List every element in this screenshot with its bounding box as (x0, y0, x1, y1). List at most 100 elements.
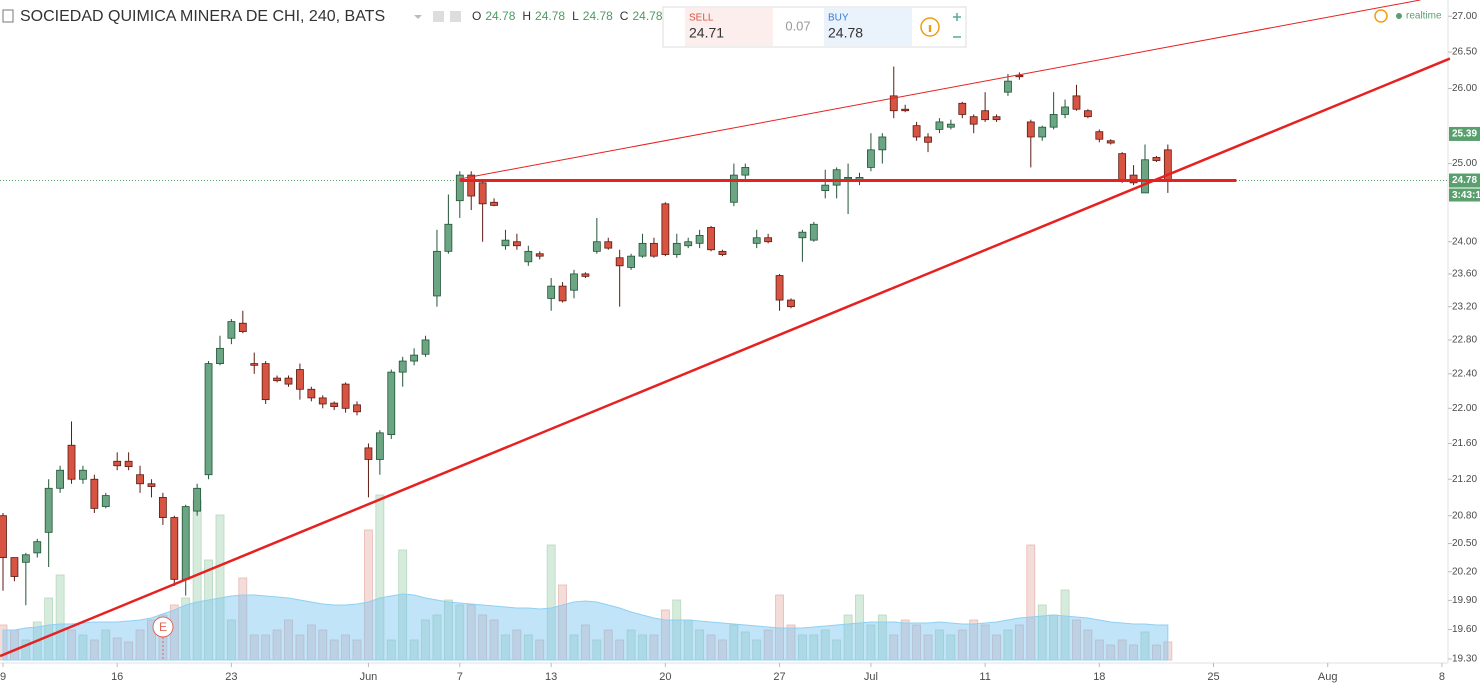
candle-body (741, 167, 750, 176)
candle-body (1106, 140, 1115, 144)
candle-body (775, 275, 784, 301)
candle-body (433, 250, 441, 297)
price-label-box (1449, 173, 1480, 188)
plus-minus[interactable] (953, 13, 961, 38)
buy-price: 24.78 (828, 25, 863, 41)
price-label: 24.78 (1452, 175, 1477, 186)
menu-icon[interactable] (2, 9, 14, 23)
candle-body (1095, 131, 1104, 140)
trend-line (459, 0, 1421, 180)
candle-body (33, 541, 42, 554)
candle-body (124, 460, 133, 468)
candle-body (650, 242, 658, 257)
y-tick-label: 22.00 (1452, 403, 1477, 414)
status-icon (1374, 9, 1388, 23)
candle-body (296, 369, 304, 390)
candle-body (284, 377, 293, 385)
x-tick-label: Jul (864, 671, 878, 683)
y-tick-label: 23.60 (1452, 269, 1477, 280)
candle-body (1061, 106, 1069, 115)
y-tick-label: 19.30 (1452, 654, 1477, 665)
ohlc-key: L (572, 9, 579, 23)
candle-body (535, 253, 544, 257)
candle-body (158, 496, 167, 518)
candle-body (181, 506, 190, 580)
candle-body (570, 273, 578, 291)
y-tick-label: 20.50 (1452, 538, 1477, 549)
y-tick-label: 21.20 (1452, 474, 1477, 485)
candle-body (1004, 80, 1012, 93)
candle-body (227, 321, 236, 339)
x-tick-label: 13 (545, 671, 557, 683)
candle-body (981, 110, 990, 121)
y-tick-label: 22.40 (1452, 368, 1477, 379)
candle-body (1084, 110, 1092, 118)
candle-body (67, 444, 76, 480)
candle-body (1072, 95, 1081, 110)
candle-body (844, 177, 852, 180)
candle-body (501, 239, 510, 247)
x-tick-label: 9 (0, 671, 6, 683)
candle-body (136, 474, 144, 485)
spread: 0.07 (785, 18, 810, 33)
buy-button[interactable] (824, 8, 912, 46)
candle-body (398, 360, 407, 373)
candle-body (10, 557, 19, 577)
candle-body (204, 363, 213, 476)
candle-body (421, 339, 430, 355)
candle-body (867, 149, 875, 168)
ohlc-value: 24.78 (632, 9, 662, 23)
candle-body (924, 136, 932, 143)
y-tick-label: 26.50 (1452, 47, 1477, 58)
candle-body (821, 184, 830, 191)
x-tick-label: 25 (1207, 671, 1219, 683)
candle-body (798, 231, 807, 239)
candle-body (935, 121, 944, 130)
ohlc-value: 24.78 (583, 9, 613, 23)
volume-ma-area (2, 593, 1169, 661)
candle-body (56, 469, 64, 489)
icon[interactable] (450, 11, 461, 22)
info-icon[interactable] (920, 17, 940, 37)
candle-body (490, 201, 498, 206)
candle-body (170, 517, 179, 580)
candle-body (375, 432, 384, 460)
candle-body (1129, 174, 1138, 184)
price-label: 25.39 (1452, 129, 1477, 140)
candle-body (752, 237, 761, 244)
buy-label: BUY (828, 13, 849, 24)
sell-button[interactable] (685, 8, 773, 46)
countdown-box (1449, 188, 1480, 202)
info-glyph (928, 25, 932, 32)
candle-body (547, 285, 556, 299)
candle-body (695, 234, 704, 244)
candle-body (707, 227, 715, 251)
candle-body (147, 483, 156, 487)
icon[interactable] (433, 11, 444, 22)
symbol-title: SOCIEDAD QUIMICA MINERA DE CHI, 240, BAT… (20, 8, 385, 25)
candle-body (718, 250, 727, 255)
candle-body (764, 237, 773, 243)
candle-body (1049, 114, 1058, 128)
candle-body (627, 255, 635, 268)
candle-body (353, 404, 361, 413)
candle-body (387, 371, 396, 436)
candle-body (958, 102, 967, 115)
candle-body (90, 478, 99, 509)
ohlc-value: 24.78 (535, 9, 565, 23)
dropdown[interactable] (414, 15, 422, 19)
candle-body (467, 174, 476, 197)
candle-body (638, 242, 647, 257)
sell-label: SELL (689, 13, 714, 24)
header: SOCIEDAD QUIMICA MINERA DE CHI, 240, BAT… (2, 8, 461, 25)
y-tick-label: 20.20 (1452, 566, 1477, 577)
candle-body (672, 242, 681, 255)
candle-body (101, 495, 110, 507)
candle-body (524, 250, 533, 263)
realtime-label: realtime (1406, 11, 1442, 22)
candle-body (455, 174, 464, 202)
candle-body (729, 174, 738, 203)
x-tick-label: 18 (1093, 671, 1105, 683)
